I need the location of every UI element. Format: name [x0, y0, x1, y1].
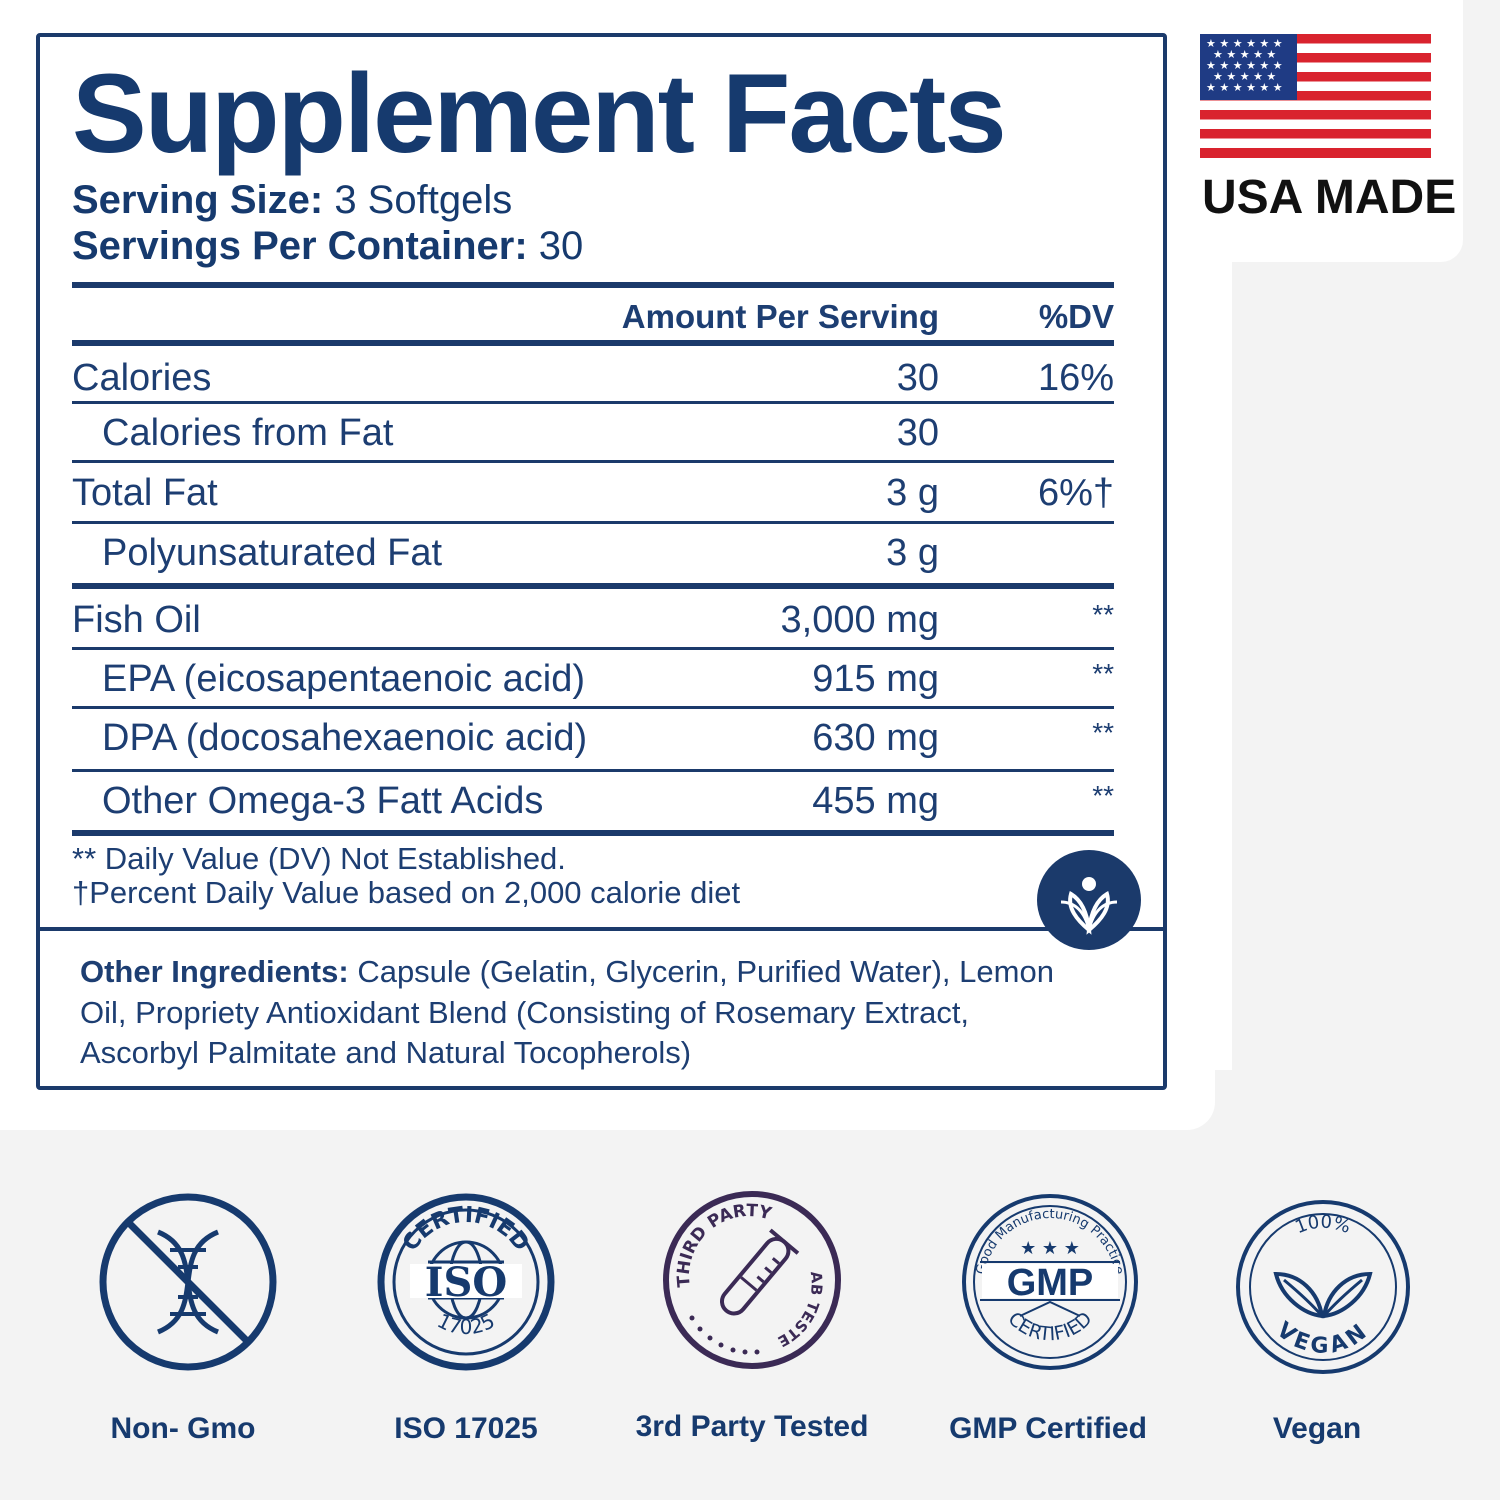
table-row: Other Omega-3 Fatt Acids 455 mg **	[72, 772, 1114, 830]
third-party-badge: THIRD PARTY LAB TESTED	[656, 1176, 842, 1370]
table-rule	[72, 706, 1114, 709]
serving-size: Serving Size: 3 Softgels	[72, 180, 512, 220]
svg-text:THIRD PARTY: THIRD PARTY	[674, 1201, 774, 1288]
row-name: Total Fat	[72, 472, 218, 514]
table-rule	[72, 647, 1114, 650]
svg-text:ISO: ISO	[425, 1259, 507, 1306]
vegan-leaf-icon: 100% VEGAN	[1236, 1200, 1410, 1374]
gmp-badge: Good Manufacturing Practice CERTIFIED ★ …	[960, 1192, 1140, 1372]
row-dv: **	[1092, 658, 1114, 689]
row-name: Calories	[72, 357, 212, 399]
table-rule	[72, 521, 1114, 524]
ingredients-divider	[40, 927, 1163, 931]
table-rule	[72, 282, 1114, 288]
iso-icon: CERTIFIED 17025 ISO	[377, 1193, 555, 1371]
row-amount: 915 mg	[812, 658, 939, 700]
table-rule	[72, 460, 1114, 463]
row-dv: **	[1092, 717, 1114, 748]
row-dv: **	[1092, 780, 1114, 811]
row-amount: 30	[896, 357, 939, 399]
svg-text:GMP: GMP	[1007, 1262, 1094, 1304]
table-row: EPA (eicosapentaenoic acid) 915 mg **	[72, 650, 1114, 706]
table-rule	[72, 769, 1114, 772]
badge-label-vegan: Vegan	[1272, 1412, 1362, 1445]
row-dv: 6%†	[1037, 472, 1114, 514]
nutrition-table: Amount Per Serving %DV Calories 30 16% C…	[72, 282, 1114, 836]
footnote-dv: ** Daily Value (DV) Not Established.	[72, 841, 566, 876]
svg-text:★ ★ ★ ★ ★ ★: ★ ★ ★ ★ ★ ★	[1206, 81, 1283, 94]
table-row: Polyunsaturated Fat 3 g	[72, 524, 1114, 583]
serving-size-value: 3 Softgels	[323, 178, 513, 222]
supplement-facts-box	[36, 33, 1167, 1090]
footnote-calorie: †Percent Daily Value based on 2,000 calo…	[72, 875, 741, 910]
row-name: Polyunsaturated Fat	[102, 532, 443, 574]
row-name: DPA (docosahexaenoic acid)	[102, 717, 588, 759]
table-rule	[72, 830, 1114, 836]
row-amount: 3 g	[886, 532, 939, 574]
usa-made-label: USA MADE	[1202, 171, 1457, 224]
table-row: Calories from Fat 30	[72, 404, 1114, 460]
table-rule	[72, 583, 1114, 589]
row-amount: 630 mg	[812, 717, 939, 759]
page-title: Supplement Facts	[72, 51, 1007, 176]
svg-text:★ ★ ★ ★ ★: ★ ★ ★ ★ ★	[1213, 48, 1276, 61]
svg-text:★ ★ ★ ★ ★: ★ ★ ★ ★ ★	[1213, 70, 1276, 83]
row-amount: 3,000 mg	[780, 599, 939, 641]
table-row: DPA (docosahexaenoic acid) 630 mg **	[72, 709, 1114, 769]
us-flag-icon: ★ ★ ★ ★ ★ ★ ★ ★ ★ ★ ★ ★ ★ ★ ★ ★ ★ ★ ★ ★ …	[1200, 34, 1431, 158]
row-name: Fish Oil	[72, 599, 201, 641]
header-dv: %DV	[1038, 298, 1114, 335]
row-name: EPA (eicosapentaenoic acid)	[102, 658, 586, 700]
table-row: Fish Oil 3,000 mg **	[72, 589, 1114, 647]
svg-text:★ ★ ★: ★ ★ ★	[1020, 1238, 1080, 1259]
vegan-badge: 100% VEGAN	[1234, 1198, 1414, 1378]
other-ingredients: Other Ingredients: Capsule (Gelatin, Gly…	[80, 952, 1080, 1074]
svg-text:100%: 100%	[1292, 1212, 1353, 1239]
svg-text:17025: 17025	[433, 1308, 498, 1339]
table-row: Calories 30 16%	[72, 346, 1114, 401]
svg-text:★ ★ ★ ★ ★ ★: ★ ★ ★ ★ ★ ★	[1206, 59, 1283, 72]
row-name: Other Omega-3 Fatt Acids	[102, 780, 544, 822]
serving-size-label: Serving Size:	[72, 178, 324, 222]
badge-label-third-party: 3rd Party Tested	[635, 1410, 869, 1443]
badge-label-iso: ISO 17025	[394, 1412, 538, 1445]
table-row: Total Fat 3 g 6%†	[72, 463, 1114, 521]
ingredients-label: Other Ingredients:	[80, 954, 349, 989]
servings-per-container-value: 30	[527, 224, 584, 268]
row-amount: 3 g	[886, 472, 939, 514]
table-header: Amount Per Serving %DV	[72, 288, 1114, 340]
table-rule	[72, 401, 1114, 404]
row-dv: 16%	[1037, 357, 1114, 399]
svg-text:★ ★ ★ ★ ★ ★: ★ ★ ★ ★ ★ ★	[1206, 37, 1283, 50]
gmp-icon: Good Manufacturing Practice CERTIFIED ★ …	[962, 1194, 1138, 1370]
row-amount: 455 mg	[812, 780, 939, 822]
row-amount: 30	[896, 412, 939, 454]
badge-label-gmp: GMP Certified	[949, 1412, 1147, 1445]
svg-text:VEGAN: VEGAN	[1272, 1318, 1375, 1359]
svg-text:CERTIFIED: CERTIFIED	[1004, 1308, 1097, 1346]
non-gmo-icon	[99, 1193, 277, 1371]
footnotes: ** Daily Value (DV) Not Established. †Pe…	[72, 842, 740, 910]
ingredients-text: Capsule (Gelatin, Glycerin, Purified Wat…	[80, 954, 1054, 1070]
row-name: Calories from Fat	[102, 412, 394, 454]
plant-logo	[1037, 850, 1141, 950]
badge-label-non-gmo: Non- Gmo	[110, 1412, 256, 1445]
header-amount: Amount Per Serving	[621, 298, 939, 335]
table-rule	[72, 340, 1114, 346]
plant-logo-icon	[1060, 877, 1118, 935]
iso-badge: CERTIFIED 17025 ISO	[376, 1192, 556, 1372]
servings-per-container: Servings Per Container: 30	[72, 226, 583, 266]
row-dv: **	[1092, 599, 1114, 630]
servings-per-container-label: Servings Per Container:	[72, 224, 528, 268]
test-tube-icon: THIRD PARTY LAB TESTED	[656, 1176, 841, 1369]
